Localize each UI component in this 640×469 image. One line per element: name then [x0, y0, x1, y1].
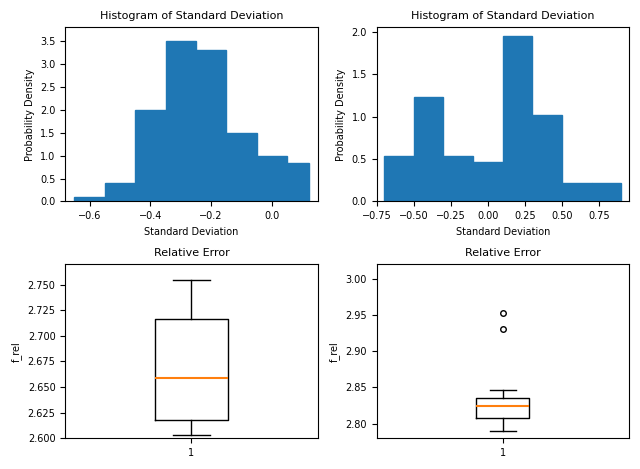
Bar [503, 36, 532, 202]
Bar [257, 156, 287, 202]
Bar [532, 115, 562, 202]
X-axis label: Standard Deviation: Standard Deviation [144, 227, 239, 237]
Bar [135, 110, 166, 202]
Bar [227, 133, 257, 202]
Title: Histogram of Standard Deviation: Histogram of Standard Deviation [100, 11, 284, 21]
X-axis label: Standard Deviation: Standard Deviation [456, 227, 550, 237]
Bar [74, 197, 105, 202]
Y-axis label: Probability Density: Probability Density [24, 68, 35, 160]
Bar [473, 162, 503, 202]
Bar [444, 157, 473, 202]
Y-axis label: Probability Density: Probability Density [336, 68, 346, 160]
Bar [592, 183, 621, 202]
Bar [105, 183, 135, 202]
Bar [287, 163, 308, 202]
Bar [166, 41, 196, 202]
Y-axis label: f_rel: f_rel [329, 341, 340, 362]
Title: Relative Error: Relative Error [154, 248, 229, 258]
Bar [562, 183, 592, 202]
Bar [384, 157, 413, 202]
Y-axis label: f_rel: f_rel [11, 341, 22, 362]
Bar [413, 97, 444, 202]
Title: Relative Error: Relative Error [465, 248, 541, 258]
Bar [196, 50, 227, 202]
Title: Histogram of Standard Deviation: Histogram of Standard Deviation [411, 11, 595, 21]
